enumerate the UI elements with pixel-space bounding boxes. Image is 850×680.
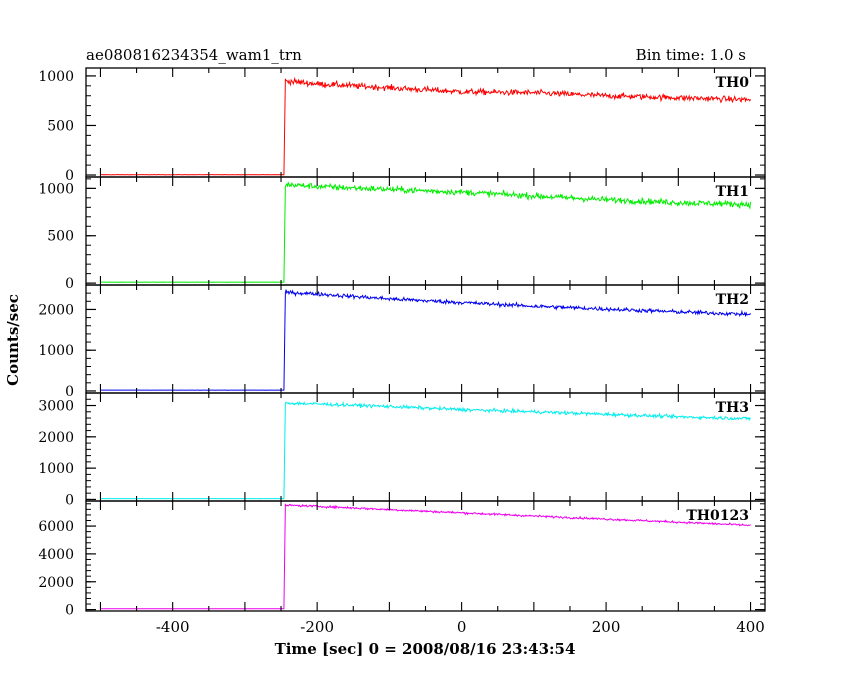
y-tick-label: 2000 bbox=[38, 430, 74, 446]
y-tick-label: 1000 bbox=[38, 343, 74, 359]
x-tick-label: 200 bbox=[592, 618, 621, 636]
series-line-th1 bbox=[100, 181, 752, 283]
y-tick-label: 500 bbox=[47, 229, 74, 245]
y-tick-label: 6000 bbox=[38, 519, 74, 535]
chart-title: ae080816234354_wam1_trn bbox=[86, 46, 302, 64]
y-tick-label: 1000 bbox=[38, 181, 74, 197]
panel-th0: 0 500 1000 TH0 bbox=[38, 67, 766, 184]
bin-time-label: Bin time: 1.0 s bbox=[636, 46, 746, 64]
series-label-th0123: TH0123 bbox=[686, 508, 749, 524]
y-tick-label: 1000 bbox=[38, 461, 74, 477]
y-tick-label: 0 bbox=[65, 492, 74, 508]
panel-th0123: 0 2000 4000 6000 TH0123 bbox=[38, 500, 766, 619]
series-label-th2: TH2 bbox=[716, 292, 749, 308]
panel-frame bbox=[85, 67, 766, 178]
panel-frame bbox=[85, 176, 766, 286]
y-tick-label: 4000 bbox=[38, 547, 74, 563]
series-line-th0123 bbox=[100, 503, 751, 610]
y-tick-label: 3000 bbox=[38, 399, 74, 415]
panel-th1: 0 500 1000 TH1 bbox=[38, 176, 766, 292]
x-tick-label: -200 bbox=[300, 618, 334, 636]
series-label-th0: TH0 bbox=[716, 75, 750, 91]
y-tick-label: 0 bbox=[65, 168, 74, 184]
y-axis-label: Counts/sec bbox=[4, 294, 22, 386]
series-label-th3: TH3 bbox=[716, 400, 749, 416]
series-line-th2 bbox=[100, 289, 751, 391]
x-tick-label: 400 bbox=[736, 618, 765, 636]
panel-frame bbox=[85, 392, 766, 502]
series-line-th3 bbox=[100, 400, 751, 500]
x-axis-label: Time [sec] 0 = 2008/08/16 23:43:54 bbox=[275, 640, 576, 658]
y-tick-label: 500 bbox=[47, 118, 74, 134]
y-tick-label: 0 bbox=[65, 603, 74, 619]
y-tick-label: 0 bbox=[65, 276, 74, 292]
panel-th2: 0 1000 2000 TH2 bbox=[38, 284, 766, 400]
series-line-th0 bbox=[100, 76, 751, 176]
y-tick-label: 0 bbox=[65, 384, 74, 400]
y-tick-label: 2000 bbox=[38, 575, 74, 591]
panel-th3: 0 1000 2000 3000 TH3 bbox=[38, 392, 766, 508]
x-tick-label: -400 bbox=[156, 618, 190, 636]
series-label-th1: TH1 bbox=[716, 184, 749, 200]
x-tick-label: 0 bbox=[457, 618, 467, 636]
y-tick-label: 2000 bbox=[38, 302, 74, 318]
y-tick-label: 1000 bbox=[38, 69, 74, 85]
panel-frame bbox=[85, 500, 766, 612]
